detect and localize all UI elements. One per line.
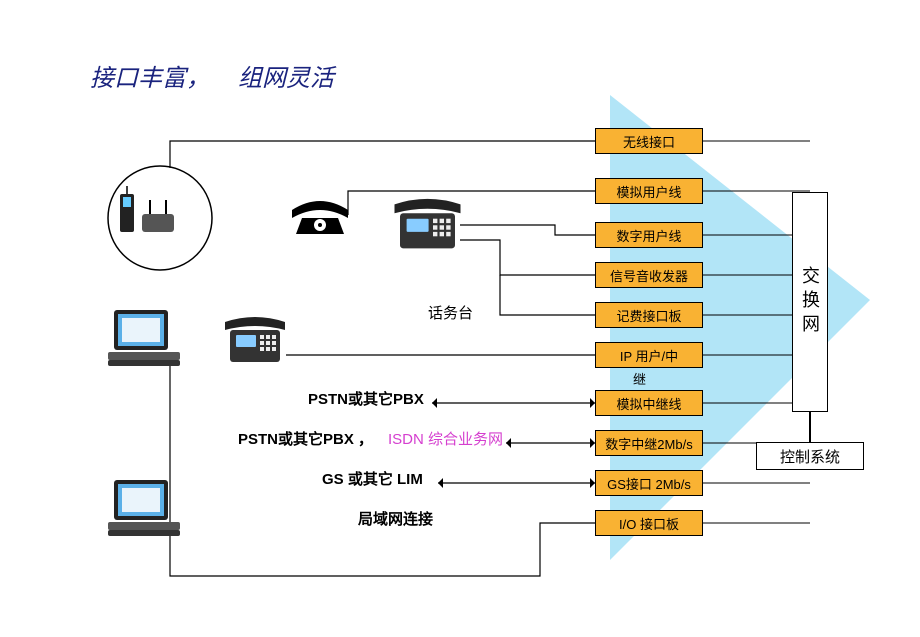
- interface-box-analogUser: 模拟用户线: [595, 178, 703, 204]
- title-part1: 接口丰富，: [90, 58, 210, 93]
- interface-box-billing: 记费接口板: [595, 302, 703, 328]
- wireless-device-circle: [108, 166, 212, 270]
- label-gs: GS 或其它 LIM: [322, 468, 423, 489]
- label-pstn2a: PSTN或其它PBX ，: [238, 428, 373, 449]
- interface-box-ipUser-sub: 继: [633, 369, 646, 388]
- title-part2: 组网灵活: [238, 58, 334, 93]
- label-console: 话务台: [428, 302, 473, 323]
- interface-box-tone: 信号音收发器: [595, 262, 703, 288]
- label-lan: 局域网连接: [358, 508, 433, 529]
- interface-box-wireless: 无线接口: [595, 128, 703, 154]
- interface-box-ipUser: IP 用户/中: [595, 342, 703, 368]
- label-pstn2b: ISDN 综合业务网: [388, 428, 503, 449]
- interface-box-digitalUser: 数字用户线: [595, 222, 703, 248]
- interface-box-digitalTrunk: 数字中继2Mb/s: [595, 430, 703, 456]
- control-system-box: 控制系统: [756, 442, 864, 470]
- interface-box-gsPort: GS接口 2Mb/s: [595, 470, 703, 496]
- switch-network-box: 交换网: [792, 192, 828, 412]
- interface-box-ioBoard: I/O 接口板: [595, 510, 703, 536]
- interface-box-analogTrunk: 模拟中继线: [595, 390, 703, 416]
- label-pstn1: PSTN或其它PBX: [308, 388, 424, 409]
